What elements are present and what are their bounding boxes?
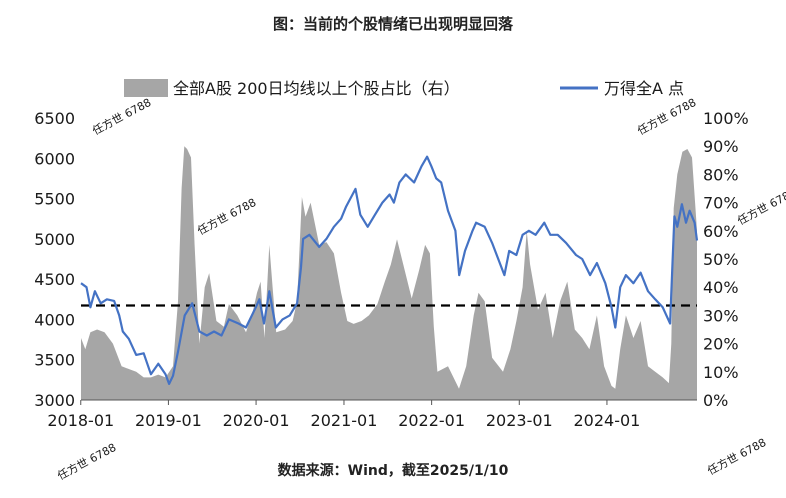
y-left-tick-label: 6500 bbox=[34, 109, 75, 128]
y-right-tick-label: 70% bbox=[703, 194, 739, 213]
y-left-tick-label: 4500 bbox=[34, 270, 75, 289]
y-left-tick-label: 5000 bbox=[34, 230, 75, 249]
watermark-text: 任方世 6788 bbox=[90, 95, 154, 138]
line-series bbox=[80, 155, 699, 385]
chart-legend: 全部A股 200日均线以上个股占比（右） 万得全A 点 bbox=[124, 79, 684, 98]
y-right-tick-label: 100% bbox=[703, 109, 749, 128]
axes: 3000 3500 4000 4500 5000 5500 6000 6500 0% 10% 20%… bbox=[34, 109, 748, 430]
watermark-text: 任方世 6788 bbox=[735, 185, 786, 228]
x-tick-label: 2021-01 bbox=[311, 411, 378, 430]
area-series-fill bbox=[81, 146, 697, 400]
y-right-tick-label: 60% bbox=[703, 222, 739, 241]
watermark-text: 任方世 6788 bbox=[635, 95, 699, 138]
wind-all-a-index-line bbox=[80, 155, 699, 385]
legend-label-area: 全部A股 200日均线以上个股占比（右） bbox=[173, 79, 460, 98]
y-left-tick-label: 4000 bbox=[34, 310, 75, 329]
y-right-tick-label: 10% bbox=[703, 363, 739, 382]
x-tick-label: 2018-01 bbox=[47, 411, 114, 430]
y-left-tick-label: 3000 bbox=[34, 391, 75, 410]
x-tick-label: 2020-01 bbox=[223, 411, 290, 430]
y-right-tick-label: 30% bbox=[703, 306, 739, 325]
x-tick-label: 2019-01 bbox=[135, 411, 202, 430]
x-tick-label: 2022-01 bbox=[398, 411, 465, 430]
y-right-tick-label: 90% bbox=[703, 137, 739, 156]
chart-source-note: 数据来源：Wind，截至2025/1/10 bbox=[277, 463, 509, 479]
y-left-tick-label: 6000 bbox=[34, 149, 75, 168]
area-series bbox=[81, 146, 697, 400]
y-left-tick-label: 5500 bbox=[34, 190, 75, 209]
chart-title: 图：当前的个股情绪已出现明显回落 bbox=[272, 15, 513, 33]
legend-label-line: 万得全A 点 bbox=[604, 79, 684, 98]
y-right-tick-label: 50% bbox=[703, 250, 739, 269]
watermark-text: 任方世 6788 bbox=[195, 195, 259, 238]
y-right-tick-label: 40% bbox=[703, 278, 739, 297]
x-tick-label: 2024-01 bbox=[574, 411, 641, 430]
x-tick-label: 2023-01 bbox=[486, 411, 553, 430]
y-right-tick-label: 0% bbox=[703, 391, 728, 410]
y-left-tick-label: 3500 bbox=[34, 351, 75, 370]
legend-swatch-area bbox=[124, 79, 168, 97]
y-right-tick-label: 80% bbox=[703, 165, 739, 184]
y-right-tick-label: 20% bbox=[703, 335, 739, 354]
